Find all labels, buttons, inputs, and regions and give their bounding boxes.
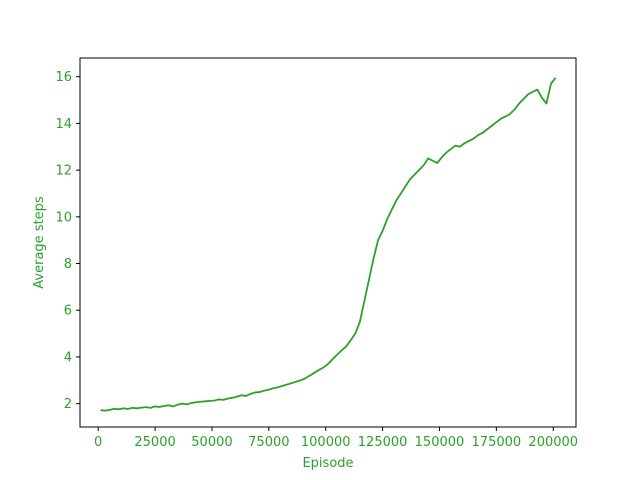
plot-frame — [79, 57, 577, 428]
y-tick-label: 10 — [55, 210, 72, 225]
x-axis-label: Episode — [302, 456, 353, 471]
plot-background — [80, 58, 576, 427]
y-axis-ticks: 2 4 6 8 10 12 14 16 — [55, 70, 80, 412]
x-tick-label: 125000 — [358, 435, 408, 450]
y-tick-label: 12 — [55, 164, 72, 179]
series-group — [100, 77, 557, 412]
x-tick-label: 0 — [94, 435, 102, 450]
x-tick-label: 100000 — [301, 435, 351, 450]
x-tick-label: 50000 — [191, 435, 232, 450]
x-tick-label: 75000 — [248, 435, 289, 450]
x-tick-label: 200000 — [528, 435, 578, 450]
x-tick-label: 175000 — [472, 435, 522, 450]
y-axis-label: Average steps — [32, 196, 47, 289]
y-tick-label: 2 — [64, 397, 72, 412]
x-tick-label: 150000 — [415, 435, 465, 450]
x-tick-label: 25000 — [134, 435, 175, 450]
series-line-0 — [100, 77, 557, 412]
x-axis-ticks: 0 25000 50000 75000 100000 125000 150000 175000… — [94, 427, 578, 450]
y-tick-label: 16 — [55, 70, 72, 85]
y-tick-label: 14 — [55, 117, 72, 132]
y-tick-label: 6 — [64, 304, 72, 319]
y-tick-label: 4 — [64, 350, 72, 365]
y-tick-label: 8 — [64, 257, 72, 272]
